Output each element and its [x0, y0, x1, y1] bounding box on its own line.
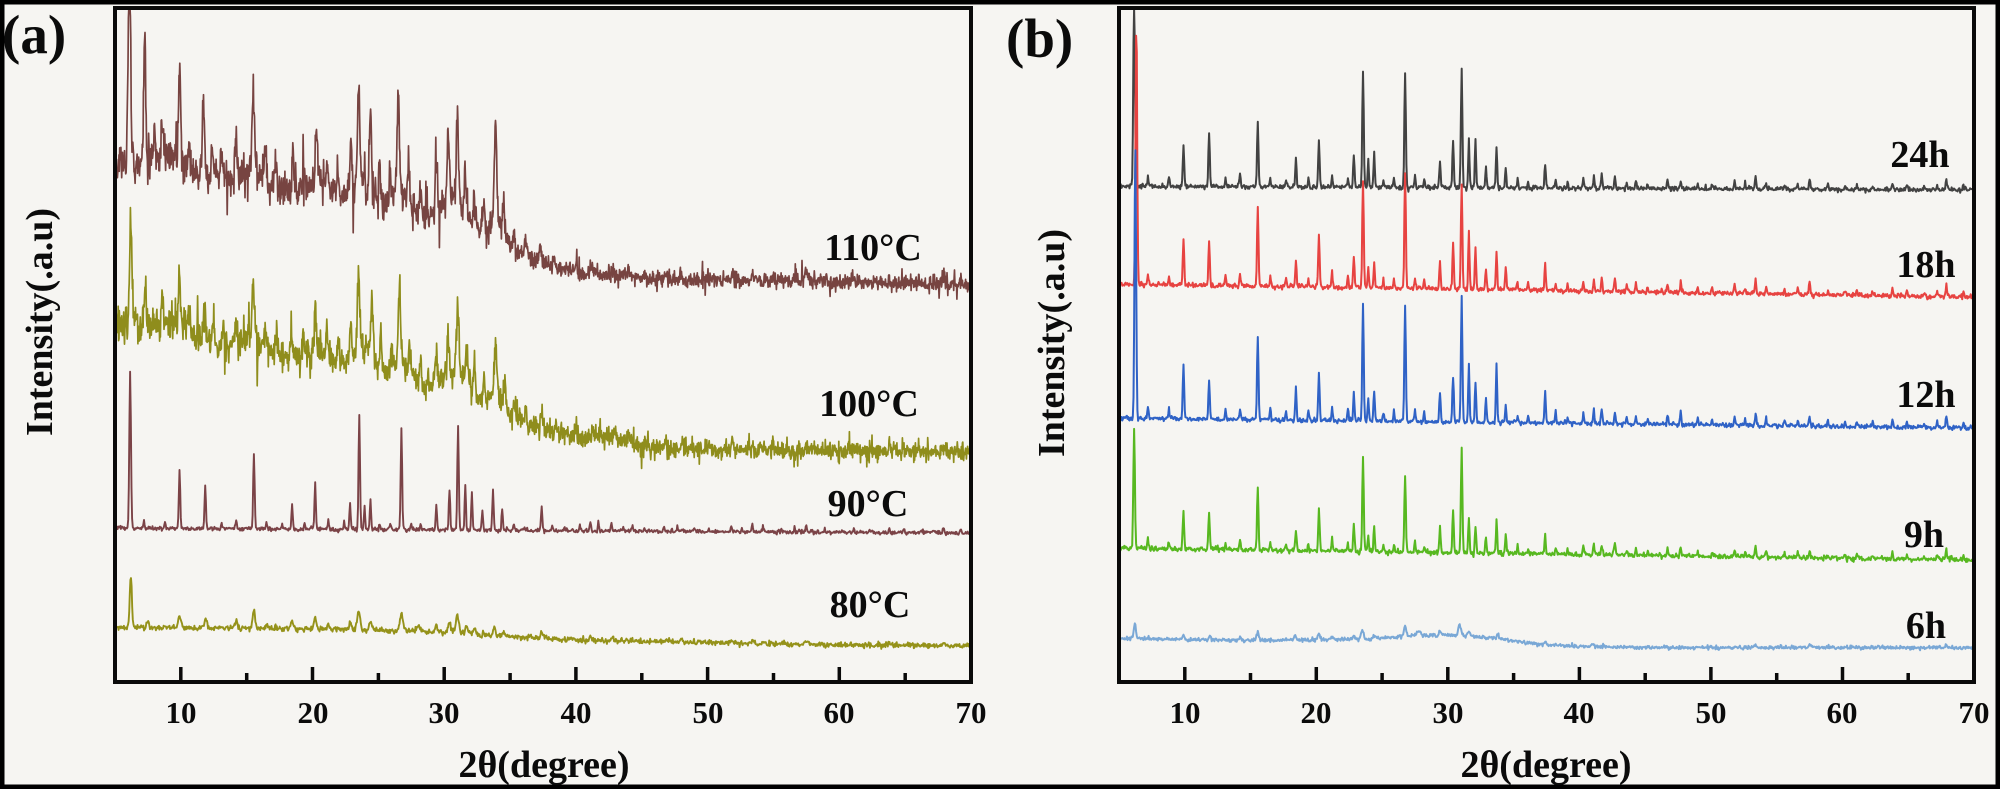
svg-text:24h: 24h	[1890, 134, 1949, 176]
svg-text:60: 60	[824, 695, 855, 730]
svg-text:10: 10	[166, 695, 197, 730]
svg-text:50: 50	[693, 695, 724, 730]
svg-text:2θ(degree): 2θ(degree)	[1460, 744, 1631, 786]
svg-text:30: 30	[1433, 695, 1464, 730]
svg-text:6h: 6h	[1906, 605, 1946, 647]
svg-text:Intensity(.a.u): Intensity(.a.u)	[1031, 229, 1073, 457]
svg-text:60: 60	[1827, 695, 1858, 730]
svg-text:(a): (a)	[2, 4, 66, 65]
svg-text:9h: 9h	[1904, 514, 1944, 556]
svg-text:20: 20	[1301, 695, 1332, 730]
svg-text:10: 10	[1170, 695, 1201, 730]
svg-text:40: 40	[1564, 695, 1595, 730]
svg-text:40: 40	[561, 695, 592, 730]
svg-text:30: 30	[429, 695, 460, 730]
svg-text:(b): (b)	[1006, 8, 1073, 69]
svg-text:70: 70	[956, 695, 987, 730]
svg-text:110°C: 110°C	[824, 227, 922, 269]
svg-text:100°C: 100°C	[819, 383, 919, 425]
svg-text:2θ(degree): 2θ(degree)	[458, 744, 629, 786]
svg-text:12h: 12h	[1896, 374, 1955, 416]
svg-text:80°C: 80°C	[830, 584, 911, 626]
svg-text:90°C: 90°C	[828, 483, 909, 525]
svg-text:50: 50	[1696, 695, 1727, 730]
svg-text:18h: 18h	[1896, 244, 1955, 286]
svg-text:Intensity(.a.u): Intensity(.a.u)	[19, 208, 61, 436]
svg-text:20: 20	[298, 695, 329, 730]
svg-text:70: 70	[1959, 695, 1990, 730]
